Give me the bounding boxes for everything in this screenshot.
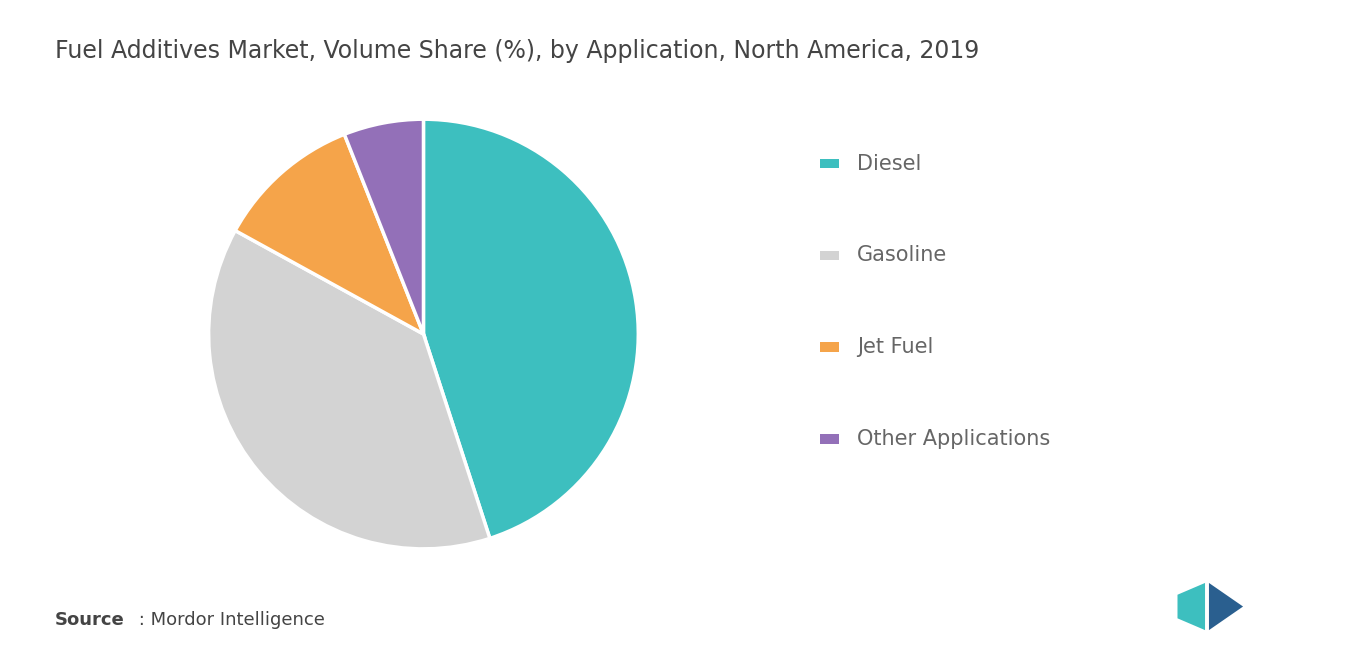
Wedge shape (344, 119, 423, 334)
Wedge shape (235, 134, 423, 334)
Text: Other Applications: Other Applications (856, 429, 1050, 449)
Text: Diesel: Diesel (856, 154, 921, 174)
Wedge shape (209, 231, 490, 549)
Text: : Mordor Intelligence: : Mordor Intelligence (133, 611, 324, 629)
Text: Jet Fuel: Jet Fuel (856, 337, 933, 357)
Text: Fuel Additives Market, Volume Share (%), by Application, North America, 2019: Fuel Additives Market, Volume Share (%),… (55, 39, 979, 64)
Text: Gasoline: Gasoline (856, 246, 947, 265)
Wedge shape (423, 119, 638, 538)
Text: Source: Source (55, 611, 124, 629)
